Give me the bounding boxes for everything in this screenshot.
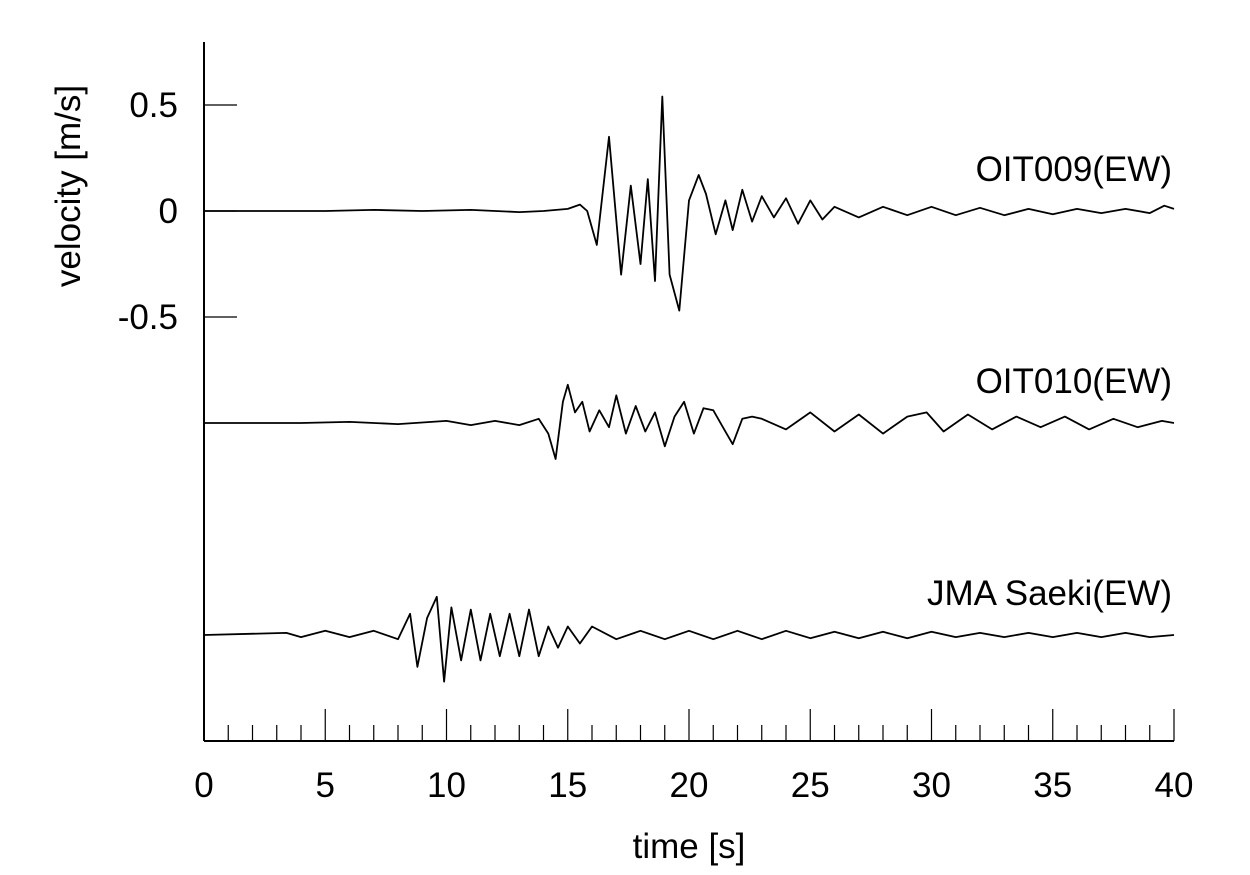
- x-tick-label: 15: [548, 766, 587, 805]
- x-tick-label: 25: [791, 766, 830, 805]
- traces: [203, 95, 1175, 683]
- y-tick-label: 0.5: [129, 86, 178, 125]
- y-tick-label: -0.5: [118, 298, 178, 337]
- series-label-2: OIT010(EW): [976, 362, 1172, 401]
- labels: time [s] velocity [m/s] OIT009(EW) OIT010…: [49, 85, 1172, 866]
- y-tick-label: 0: [159, 192, 178, 231]
- series-label-3: JMA Saeki(EW): [927, 574, 1172, 613]
- series-label-1: OIT009(EW): [976, 150, 1172, 189]
- trace-3: [203, 595, 1175, 683]
- x-tick-label: 35: [1033, 766, 1072, 805]
- x-tick-label: 40: [1155, 766, 1194, 805]
- x-tick-label: 5: [316, 766, 335, 805]
- x-axis-title: time [s]: [633, 827, 746, 866]
- trace-2: [204, 383, 1175, 460]
- x-tick-label: 20: [670, 766, 709, 805]
- x-tick-label: 0: [194, 766, 213, 805]
- y-axis-title: velocity [m/s]: [49, 85, 88, 287]
- axes: 0 5 10 15 20 25 30 35 40 0.5 0 -0.5: [118, 42, 1194, 805]
- x-tick-label: 10: [427, 766, 466, 805]
- trace-1: [204, 95, 1175, 312]
- x-tick-label: 30: [912, 766, 951, 805]
